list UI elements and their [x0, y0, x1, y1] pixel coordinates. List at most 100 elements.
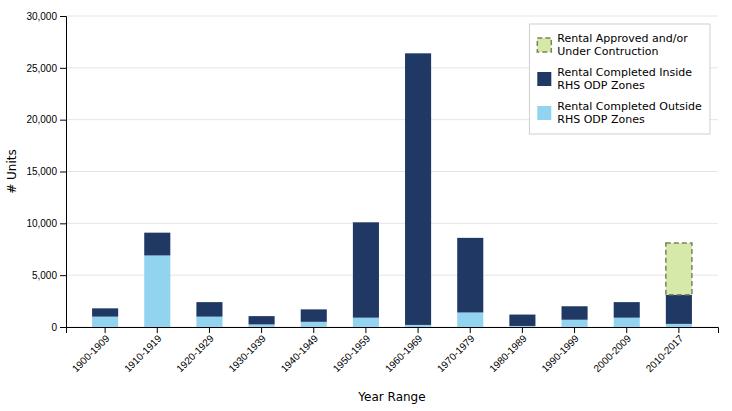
- bar: [301, 322, 327, 327]
- tick-label: 1920-1929: [174, 332, 216, 374]
- legend-swatch: [537, 38, 551, 52]
- legend-label: Rental Completed InsideRHS ODP Zones: [557, 66, 692, 92]
- tick: 15,000: [26, 166, 66, 177]
- x-axis-title: Year Range: [357, 390, 425, 404]
- axis-line: [67, 328, 719, 334]
- bar: [353, 318, 379, 327]
- legend-box: [529, 24, 710, 134]
- bar: [353, 222, 379, 317]
- bar: [614, 318, 640, 327]
- tick-mark: [418, 327, 419, 333]
- bar: [614, 302, 640, 318]
- tick-label: 1930-1939: [226, 332, 268, 374]
- tick-label: 25,000: [26, 63, 57, 74]
- tick: 10,000: [26, 218, 66, 229]
- plot: 1900-19091910-19191920-19291930-1939 1940…: [26, 11, 718, 375]
- tick-mark: [365, 327, 366, 333]
- tick-label: 1910-1919: [122, 332, 164, 374]
- tick: 25,000: [26, 63, 66, 74]
- bar: [562, 320, 588, 327]
- y-axis-title: # Units: [5, 149, 19, 194]
- tick-label: 5,000: [32, 270, 57, 281]
- tick: 1900-1909: [70, 327, 112, 374]
- tick-label: 1990-1999: [539, 332, 581, 374]
- bar-series: [92, 255, 692, 327]
- tick-mark: [626, 327, 627, 333]
- bar: [666, 295, 692, 324]
- bar: [509, 315, 535, 326]
- tick-mark: [522, 327, 523, 333]
- legend-label: Rental Approved and/orUnder Contruction: [557, 32, 688, 58]
- tick: 30,000: [26, 11, 66, 22]
- tick-mark: [60, 120, 66, 121]
- tick: 0: [51, 322, 66, 333]
- tick-label: 2000-2009: [591, 332, 633, 374]
- tick-label: 1940-1949: [279, 332, 321, 374]
- tick-mark: [678, 327, 679, 333]
- tick-label: 1900-1909: [70, 332, 112, 374]
- bar: [666, 324, 692, 327]
- tick: 1940-1949: [279, 327, 321, 374]
- y-axis: 0 5,000 10,000 15,000 20,000 25,000 30,000: [26, 11, 66, 333]
- bar: [196, 302, 222, 317]
- tick-mark: [105, 327, 106, 333]
- bar: [249, 316, 275, 324]
- tick: 1990-1999: [539, 327, 581, 374]
- tick-label: 1980-1989: [487, 332, 529, 374]
- bar: [249, 324, 275, 327]
- bar-series: [666, 243, 692, 295]
- bar: [457, 238, 483, 313]
- tick-label: 1950-1959: [331, 332, 373, 374]
- bar: [405, 325, 431, 327]
- tick-mark: [157, 327, 158, 333]
- bar: [457, 312, 483, 327]
- bar: [92, 317, 118, 327]
- legend-swatch: [537, 106, 551, 120]
- tick-mark: [60, 275, 66, 276]
- tick-mark: [60, 223, 66, 224]
- tick: 1980-1989: [487, 327, 529, 374]
- tick-mark: [313, 327, 314, 333]
- tick: 1950-1959: [331, 327, 373, 374]
- tick-mark: [574, 327, 575, 333]
- tick-mark: [60, 172, 66, 173]
- bar: [92, 308, 118, 316]
- tick-mark: [60, 327, 66, 328]
- tick: 2000-2009: [591, 327, 633, 374]
- tick-label: 10,000: [26, 218, 57, 229]
- tick: 1930-1939: [226, 327, 268, 374]
- bar: [562, 306, 588, 319]
- grid-line: [66, 16, 718, 17]
- bar: [666, 243, 692, 295]
- bar: [144, 255, 170, 327]
- tick-label: 1960-1969: [383, 332, 425, 374]
- grid-line: [66, 223, 718, 224]
- tick-mark: [261, 327, 262, 333]
- tick-label: 1970-1979: [435, 332, 477, 374]
- tick: 1920-1929: [174, 327, 216, 374]
- bar: [144, 233, 170, 256]
- tick: 1960-1969: [383, 327, 425, 374]
- tick-label: 2010-2017: [644, 332, 686, 374]
- bar: [301, 309, 327, 321]
- x-axis: 1900-19091910-19191920-19291930-1939 1940…: [67, 327, 719, 374]
- tick-label: 15,000: [26, 166, 57, 177]
- bar: [509, 326, 535, 327]
- tick: 20,000: [26, 114, 66, 125]
- tick-mark: [209, 327, 210, 333]
- grid: [66, 16, 718, 327]
- legend: Rental Approved and/orUnder Contruction R…: [529, 24, 710, 134]
- tick-mark: [60, 16, 66, 17]
- legend-swatch: [537, 72, 551, 86]
- tick: 1910-1919: [122, 327, 164, 374]
- chart: 1900-19091910-19191920-19291930-1939 1940…: [0, 0, 732, 411]
- tick: 2010-2017: [644, 327, 686, 374]
- tick-mark: [60, 68, 66, 69]
- bar: [405, 53, 431, 325]
- tick-label: 0: [51, 322, 57, 333]
- tick-label: 20,000: [26, 114, 57, 125]
- bar: [196, 317, 222, 327]
- tick: 5,000: [32, 270, 66, 281]
- axis-line: [60, 17, 67, 328]
- tick-label: 30,000: [26, 11, 57, 22]
